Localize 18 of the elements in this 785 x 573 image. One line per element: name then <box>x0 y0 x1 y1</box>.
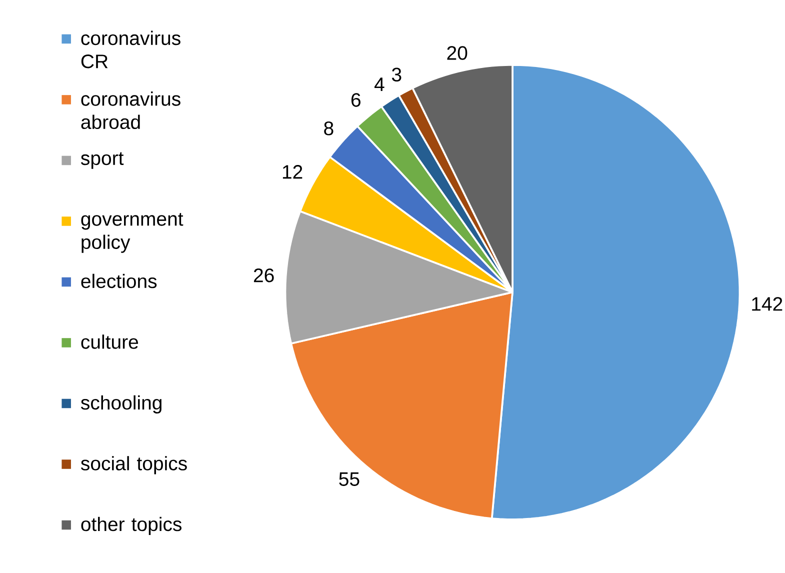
data-label: 6 <box>351 92 360 107</box>
legend-label: coronavirus CR <box>81 30 180 68</box>
data-label: 20 <box>447 46 468 60</box>
data-label: 142 <box>752 296 782 311</box>
legend-label: government policy <box>81 212 184 253</box>
legend-label: culture <box>81 334 138 349</box>
legend-label: other topics <box>81 516 182 535</box>
legend-label: elections <box>81 274 157 288</box>
legend-label: sport <box>80 152 124 169</box>
data-label: 4 <box>374 78 384 91</box>
data-label: 26 <box>254 268 274 282</box>
data-label: 55 <box>339 472 360 486</box>
data-label: 3 <box>392 68 402 82</box>
data-label: 8 <box>324 121 334 136</box>
legend-label: schooling <box>80 395 162 414</box>
legend-label: social topics <box>80 456 187 474</box>
data-label: 12 <box>282 164 302 179</box>
legend-label: coronavirus abroad <box>81 91 180 129</box>
